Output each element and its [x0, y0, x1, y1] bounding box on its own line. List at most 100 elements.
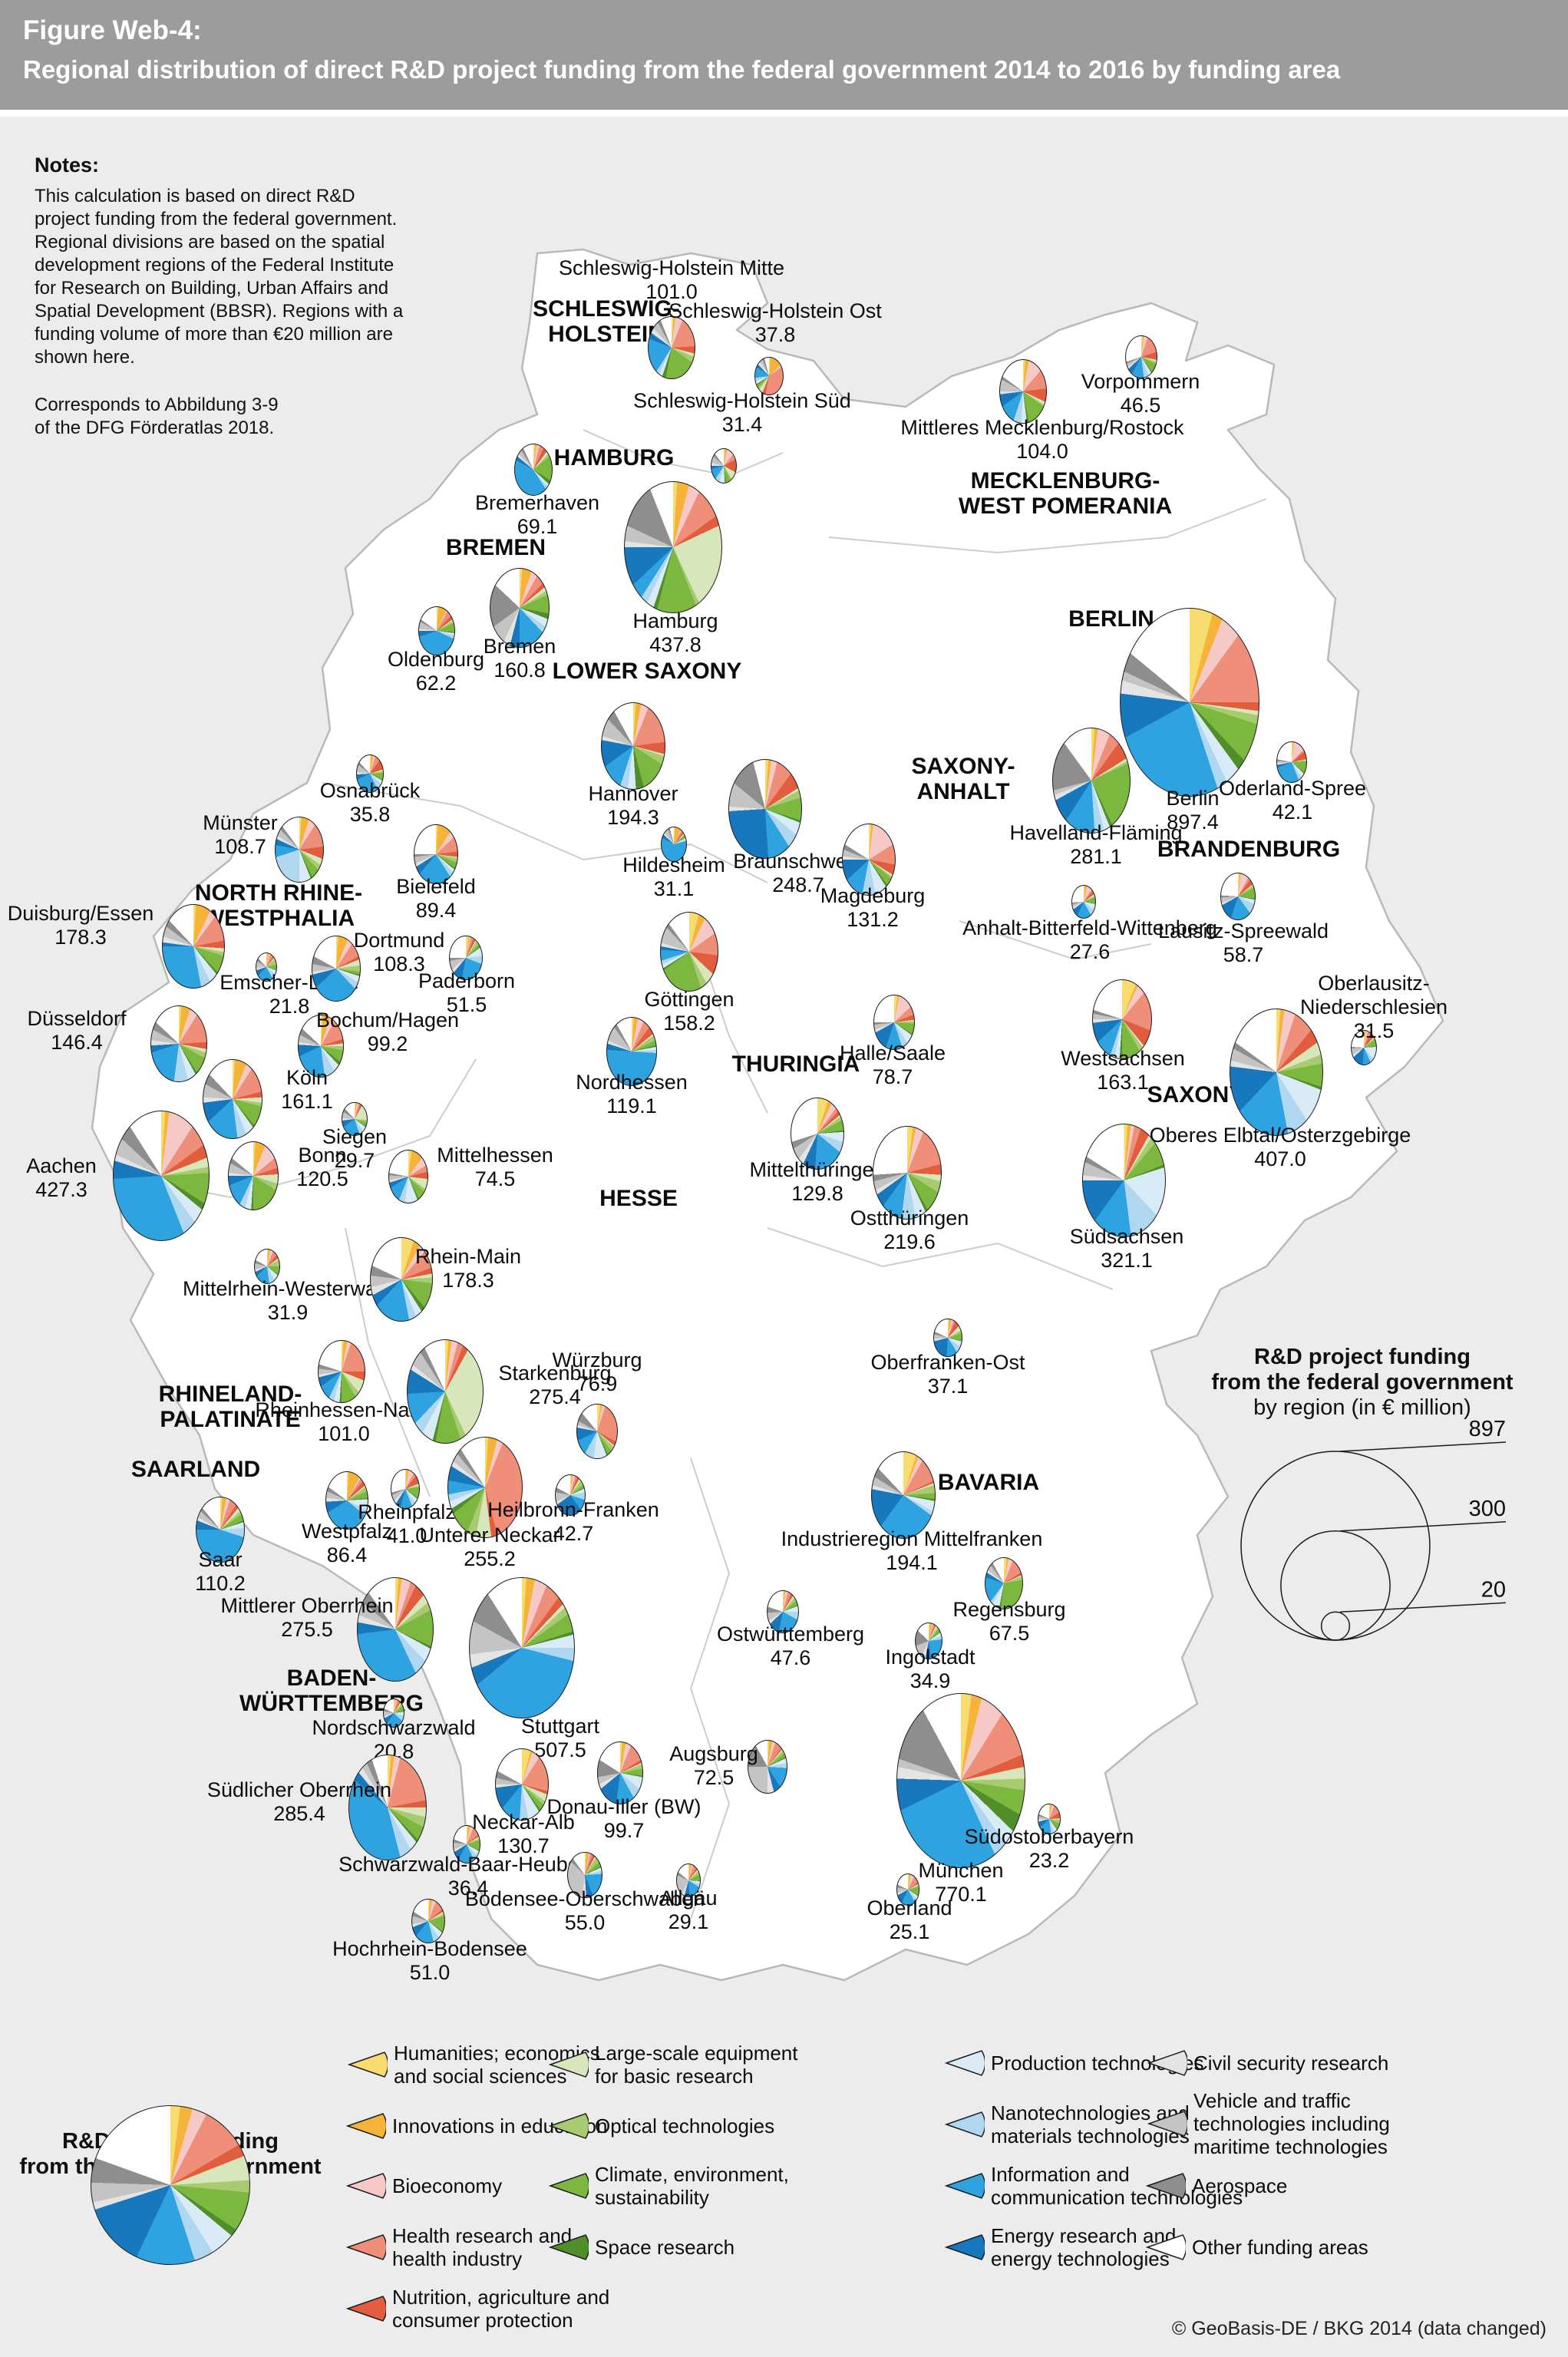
state-label: NORTH RHINE- WESTPHALIA [194, 880, 363, 931]
region-label: Allgäu 29.1 [659, 1887, 718, 1933]
other-wedge-icon [1145, 2234, 1187, 2260]
region-label: Bochum/Hagen 99.2 [315, 1008, 460, 1055]
region-pie [253, 1248, 281, 1285]
copyright-note: © GeoBasis-DE / BKG 2014 (data changed) [1171, 2318, 1547, 2339]
region-pie [600, 701, 666, 791]
nutrition-legend-label: Nutrition, agriculture and consumer prot… [392, 2286, 610, 2332]
region-label: Westsachsen 163.1 [1061, 1047, 1185, 1094]
region-pie [576, 1403, 618, 1459]
size-legend-leader [1339, 1602, 1507, 1613]
region-pie [873, 994, 915, 1051]
region-label: Hamburg 437.8 [632, 609, 718, 656]
region-label: Berlin 897.4 [1166, 787, 1220, 834]
region-pie [449, 935, 483, 981]
state-label: BERLIN [1068, 606, 1154, 632]
region-pie [767, 1589, 799, 1634]
health-legend-label: Health research and health industry [392, 2224, 573, 2270]
region-label: Donau-Iller (BW) 99.7 [546, 1795, 701, 1842]
region-pie [1052, 728, 1131, 834]
region-pie [596, 1741, 644, 1804]
health-legend-item [345, 2232, 388, 2266]
region-pie [150, 1005, 207, 1082]
region-pie [418, 606, 455, 656]
funding-area-pie [91, 2105, 250, 2265]
region-pie [318, 1339, 365, 1404]
region-pie [312, 936, 361, 1002]
size-legend-circle [1320, 1611, 1351, 1641]
size-legend-value: 20 [1481, 1577, 1506, 1602]
region-pie [659, 912, 719, 992]
state-label: HESSE [599, 1186, 678, 1211]
region-pie [661, 827, 687, 862]
region-label: Duisburg/Essen 178.3 [7, 902, 154, 949]
region-pie [728, 759, 802, 859]
education-legend-label: Innovations in education [392, 2114, 608, 2137]
region-pie [748, 1740, 787, 1794]
region-label: Starkenburg 275.4 [498, 1362, 612, 1408]
state-label: SAXONY- ANHALT [911, 754, 1015, 804]
region-label: Vorpommern 46.5 [1081, 370, 1200, 417]
energy-wedge-icon [944, 2234, 986, 2260]
region-label: Braunschweig 248.7 [733, 850, 863, 896]
region-label: Rhein-Main 178.3 [414, 1245, 522, 1292]
region-label: Havelland-Fläming 281.1 [1009, 821, 1183, 868]
climate-wedge-icon [548, 2173, 590, 2199]
region-pie [390, 1468, 421, 1510]
region-label: Schleswig-Holstein Süd 31.4 [633, 389, 851, 436]
region-pie [356, 1576, 434, 1682]
region-pie [227, 1141, 279, 1211]
region-pie [1092, 979, 1152, 1060]
figure-title: Regional distribution of direct R&D proj… [23, 55, 1341, 84]
region-pie [754, 356, 784, 396]
production-legend-label: Production technologies [991, 2052, 1204, 2075]
region-pie [791, 1098, 844, 1170]
region-label: Mittlerer Oberrhein 275.5 [220, 1594, 394, 1641]
region-pie [370, 1237, 433, 1322]
region-pie [388, 1149, 429, 1204]
region-label: Dortmund 108.3 [353, 929, 445, 975]
region-pie [933, 1318, 962, 1357]
region-label: Osnabrück 35.8 [319, 779, 421, 826]
region-pie [447, 1437, 523, 1538]
region-pie [999, 359, 1047, 424]
region-label: Düsseldorf 146.4 [27, 1007, 127, 1054]
optical-legend-label: Optical technologies [595, 2114, 775, 2137]
region-pie [414, 824, 458, 884]
region-label: Bodensee-Oberschwaben 55.0 [464, 1887, 705, 1934]
region-pie [495, 1748, 549, 1821]
state-label: SCHLESWIG- HOLSTEIN [533, 296, 680, 347]
region-label: Neckar-Alb 130.7 [472, 1811, 575, 1857]
size-legend-value: 300 [1469, 1497, 1506, 1521]
humanities-wedge-icon [347, 2052, 389, 2078]
region-pie [275, 817, 324, 883]
region-label: Westpfalz 86.4 [301, 1520, 393, 1566]
region-label: Hildesheim 31.1 [622, 853, 725, 900]
region-pie [648, 315, 695, 380]
region-pie [203, 1058, 262, 1140]
region-pie [606, 1017, 658, 1086]
region-label: Köln 161.1 [281, 1066, 333, 1113]
region-pie [896, 1873, 920, 1906]
region-pie [490, 567, 550, 649]
vehicle-legend-item [1147, 2108, 1189, 2143]
notes-addendum: Corresponds to Abbildung 3-9 of the DFG … [35, 394, 279, 438]
ict-legend-label: Information and communication technologi… [991, 2163, 1243, 2209]
vehicle-wedge-icon [1147, 2111, 1189, 2137]
region-pie [1038, 1804, 1061, 1834]
region-label: Bremerhaven 69.1 [474, 491, 600, 538]
humanities-legend-item [347, 2049, 389, 2084]
region-label: Ostthüringen 219.6 [850, 1207, 969, 1253]
state-label: SAARLAND [130, 1457, 261, 1482]
region-label: Ingolstadt 34.9 [885, 1646, 975, 1692]
region-pie [1125, 335, 1157, 378]
region-pie [985, 1557, 1023, 1609]
nano-legend-item [944, 2109, 986, 2144]
region-pie [842, 823, 896, 896]
climate-legend-label: Climate, environment, sustainability [595, 2163, 789, 2209]
germany-outline [91, 248, 1444, 1982]
region-label: Mittleres Mecklenburg/Rostock 104.0 [900, 416, 1184, 463]
region-label: Hannover 194.3 [588, 782, 678, 829]
nano-wedge-icon [944, 2111, 986, 2137]
region-label: Magdeburg 131.2 [820, 884, 926, 931]
